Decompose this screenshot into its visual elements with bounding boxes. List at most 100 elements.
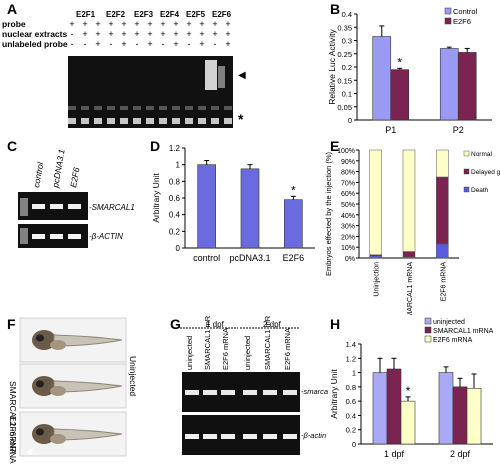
stacked-bar-segment: [436, 243, 449, 259]
stacked-bar-segment: [436, 176, 449, 245]
lane-label-g-1: SMARCAL1 mRNA: [203, 316, 212, 370]
gel-a-bands: [68, 60, 232, 124]
panel-g: 1 dpf 2 dpf uninjected SMARCAL1 mRNA E2F6 …: [180, 316, 328, 455]
legend-swatch: [424, 317, 432, 325]
y-tick-label: 0: [176, 244, 181, 253]
y-tick-label: 0.6: [346, 397, 356, 406]
fish-eye: [36, 380, 44, 388]
panel-letter-c: C: [7, 138, 18, 154]
smear-band: [185, 106, 193, 110]
fish-yolk: [50, 386, 66, 396]
fish-label-smarcal1: SMARCAL1 mRNA: [8, 381, 18, 455]
smarcal1-band-g: [243, 390, 257, 395]
smarcal1-band-g: [283, 390, 297, 395]
panel-letter-f: F: [7, 316, 16, 332]
smear-band: [81, 106, 89, 110]
y-tick-label: 0.2: [169, 227, 181, 236]
chart-e: 0% 10% 20% 30% 40% 50% 60% 70% 80% 90% 100% Embryos…: [325, 148, 500, 315]
sign-r1-c2: +: [95, 29, 100, 39]
sign-r1-c9: +: [186, 29, 191, 39]
gel-g-top: [182, 372, 300, 412]
sign-r2-c4: +: [121, 39, 126, 49]
bar: [372, 372, 388, 445]
actin-band: [50, 234, 63, 239]
fish-yolk: [50, 434, 66, 444]
y-tick-label: 30%: [341, 224, 355, 231]
smarcal1-band-g: [263, 390, 277, 395]
x-tick-label: P2: [453, 125, 464, 135]
sign-r2-c0: -: [71, 39, 74, 49]
chart-h: 0 0.2 0.4 0.6 0.8 1 1.2 1.4 Arbitrary Unit * 1 dpf…: [329, 317, 494, 459]
y-tick-label: 1: [352, 369, 356, 378]
x-tick-label: control: [193, 253, 220, 263]
legend-swatch: [444, 7, 452, 15]
y-tick-label: 1.2: [346, 354, 356, 363]
free-probe-band: [211, 118, 219, 124]
sign-r0-c2: +: [95, 19, 100, 29]
fish-label-e2f6: E2F6 mRNA: [8, 416, 18, 464]
sign-r0-c0: +: [69, 19, 74, 29]
sign-r1-c6: +: [147, 29, 152, 39]
lane-label-pcdna31: pcDNA3.1: [50, 148, 67, 189]
free-probe-band: [185, 118, 193, 124]
bar: [390, 69, 410, 121]
legend-swatch: [463, 150, 470, 157]
sign-r2-c11: -: [214, 39, 217, 49]
significance-star: *: [291, 183, 296, 197]
legend-swatch: [424, 335, 432, 343]
legend-label: Death: [471, 187, 489, 194]
lane-label-control: control: [31, 160, 45, 188]
smarcal1-band-g: [203, 390, 217, 395]
sign-r2-c5: -: [136, 39, 139, 49]
panel-a: E2F1 E2F2 E2F3 E2F4 E2F5 E2F6 probe nuclear e…: [2, 10, 246, 128]
band-label-smarcal1: -SMARCAL1: [89, 203, 135, 212]
sign-r2-c3: -: [110, 39, 113, 49]
stacked-bar-segment: [369, 255, 382, 259]
x-tick-label: 2 dpf: [450, 449, 471, 459]
smarcal1-band: [50, 204, 63, 209]
group-label-e2f2: E2F2: [106, 10, 126, 19]
legend-swatch: [424, 326, 432, 334]
y-tick-label: 1: [176, 161, 181, 170]
row-label-nuclear-extracts: nuclear extracts: [2, 29, 67, 39]
y-axis-label: Relative Luc Activity: [327, 28, 337, 104]
y-tick-label: 0.8: [346, 383, 356, 392]
sign-r1-c8: +: [173, 29, 178, 39]
gel-g-bottom: [182, 415, 300, 455]
y-tick-label: 50%: [341, 202, 355, 209]
sign-r0-c10: +: [199, 19, 204, 29]
x-tick-label: Uninjection: [374, 262, 381, 297]
x-tick-label: pcDNA3.1: [229, 253, 270, 263]
y-tick-label: 0%: [345, 256, 355, 263]
legend-label: Delayed growth: [471, 169, 500, 176]
free-probe-band: [107, 118, 115, 124]
fish-body: [53, 380, 123, 393]
gel-a-triangle-marker: ◀: [238, 70, 246, 81]
sign-r0-c8: +: [173, 19, 178, 29]
bar: [400, 400, 416, 445]
smear-band: [146, 106, 154, 110]
y-tick-label: 10%: [341, 245, 355, 252]
panel-letter-g: G: [170, 316, 181, 332]
sign-r1-c5: +: [134, 29, 139, 39]
smarcal1-band: [68, 204, 81, 209]
bar: [438, 372, 454, 445]
band-label-beta-actin: -β-ACTIN: [89, 232, 123, 241]
bar: [386, 368, 402, 445]
smear-band: [224, 106, 232, 110]
lane-label-e2f6: E2F6: [68, 166, 81, 188]
bar: [284, 199, 303, 249]
actin-band-g: [221, 434, 235, 439]
group-label-e2f6: E2F6: [212, 10, 232, 19]
y-tick-label: 0.4: [346, 411, 356, 420]
fish-images: Uninjected SMARCAL1 mRNA E2F6 mRNA: [8, 317, 138, 464]
y-axis-label: Embryos effected by the injection (%): [325, 151, 333, 276]
legend-swatch: [444, 17, 452, 25]
actin-band: [32, 234, 45, 239]
panel-letter-a: A: [7, 1, 18, 17]
lane-label-g-4: SMARCAL1 mRNA: [263, 316, 272, 370]
x-tick-label: E2F6: [283, 253, 305, 263]
row-label-unlabeled-probe: unlabeled probe: [2, 39, 68, 49]
y-tick-label: 0.2: [342, 63, 352, 72]
legend-swatch: [463, 168, 470, 175]
